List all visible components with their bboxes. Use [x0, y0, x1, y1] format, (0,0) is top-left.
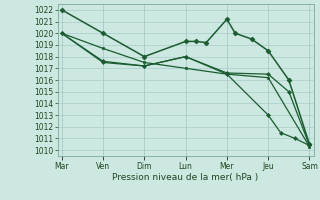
X-axis label: Pression niveau de la mer( hPa ): Pression niveau de la mer( hPa ): [112, 173, 259, 182]
